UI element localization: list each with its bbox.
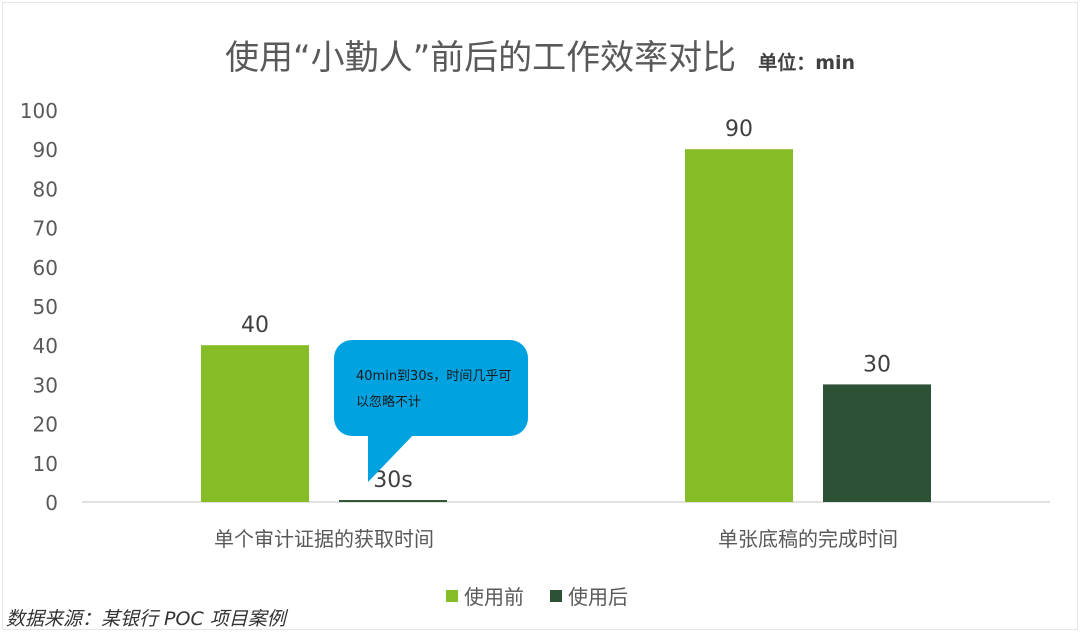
legend-item-before: 使用前 <box>446 581 524 610</box>
data-label: 30s <box>373 468 412 493</box>
data-label: 40 <box>241 313 269 338</box>
bar-after <box>339 500 447 502</box>
legend-swatch-before <box>446 589 458 602</box>
y-tick-label: 80 <box>33 177 58 201</box>
x-category-label: 单个审计证据的获取时间 <box>214 527 434 551</box>
bar-after <box>823 384 931 502</box>
legend-swatch-after <box>550 589 562 602</box>
y-tick-label: 90 <box>33 138 58 162</box>
legend-label-before: 使用前 <box>464 585 524 609</box>
x-category-label: 单张底稿的完成时间 <box>718 527 898 551</box>
unit-label: 单位：min <box>758 52 856 74</box>
y-tick-label: 40 <box>33 334 58 358</box>
callout-box <box>334 340 528 436</box>
y-tick-label: 20 <box>33 413 58 437</box>
chart-title: 使用“小勤人”前后的工作效率对比 单位：min <box>0 30 1080 79</box>
y-tick-label: 0 <box>45 491 58 515</box>
y-tick-label: 50 <box>33 295 58 319</box>
y-tick-label: 30 <box>33 373 58 397</box>
bar-before <box>201 345 309 502</box>
y-tick-label: 60 <box>33 256 58 280</box>
data-label: 30 <box>863 352 891 377</box>
source-note: 数据来源：某银行 POC 项目案例 <box>6 608 286 630</box>
y-tick-label: 70 <box>33 217 58 241</box>
bar-before <box>685 149 793 502</box>
legend: 使用前 使用后 <box>446 581 654 610</box>
callout-text: 40min到30s，时间几乎可以忽略不计 <box>356 369 512 410</box>
legend-label-after: 使用后 <box>568 585 628 609</box>
legend-item-after: 使用后 <box>550 581 628 610</box>
y-tick-label: 100 <box>20 99 58 123</box>
callout-pointer <box>368 430 418 482</box>
data-label: 90 <box>725 117 753 142</box>
y-tick-label: 10 <box>33 452 58 476</box>
chart-title-text: 使用“小勤人”前后的工作效率对比 <box>224 38 737 78</box>
